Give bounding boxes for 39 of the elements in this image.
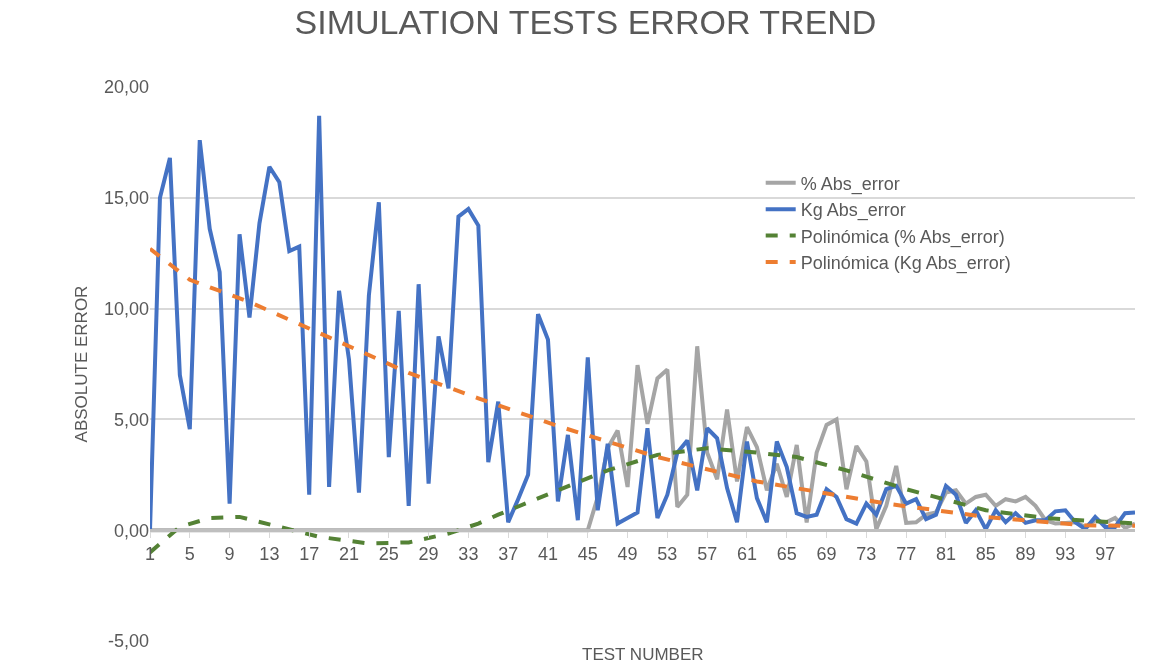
y-tick-label: 0,00 [113,520,149,541]
y-tick-label: 5,00 [113,409,149,430]
y-tick-label: 10,00 [103,298,149,319]
x-tick-label: 5 [184,543,195,564]
x-tick-label: 69 [816,543,837,564]
x-tick-label: 93 [1055,543,1076,564]
x-tick-label: 53 [657,543,678,564]
legend-label: Polinómica (Kg Abs_error) [800,252,1011,274]
y-axis-title: ABSOLUTE ERROR [71,285,91,443]
x-tick-label: 81 [935,543,956,564]
x-tick-label: 41 [537,543,558,564]
y-tick-label: 20,00 [103,77,149,98]
x-tick-label: 85 [975,543,996,564]
line-series [150,246,1135,528]
x-tick-label: 77 [896,543,917,564]
chart-title: SIMULATION TESTS ERROR TREND [294,2,877,41]
x-tick-label: 89 [1015,543,1036,564]
y-tick-label: -5,00 [107,631,149,652]
x-tick-label: 9 [224,543,235,564]
x-tick-label: 13 [259,543,280,564]
x-tick-label: 45 [577,543,598,564]
x-axis-title: TEST NUMBER [582,645,704,664]
legend-label: Polinómica (% Abs_error) [800,226,1005,248]
x-tick-label: 61 [736,543,757,564]
x-tick-label: 57 [697,543,718,564]
x-tick-label: 97 [1095,543,1116,564]
x-tick-label: 33 [458,543,479,564]
x-tick-label: 21 [338,543,360,564]
x-tick-label: 17 [299,543,320,564]
x-tick-label: 25 [378,543,399,564]
legend-label: Kg Abs_error [800,200,906,222]
y-tick-label: 15,00 [103,188,149,209]
legend-label: % Abs_error [800,173,900,195]
x-tick-label: 37 [498,543,519,564]
x-tick-label: 29 [418,543,439,564]
x-tick-label: 49 [617,543,638,564]
x-tick-label: 73 [856,543,877,564]
x-tick-label: 1 [144,543,156,564]
x-tick-label: 65 [776,543,797,564]
